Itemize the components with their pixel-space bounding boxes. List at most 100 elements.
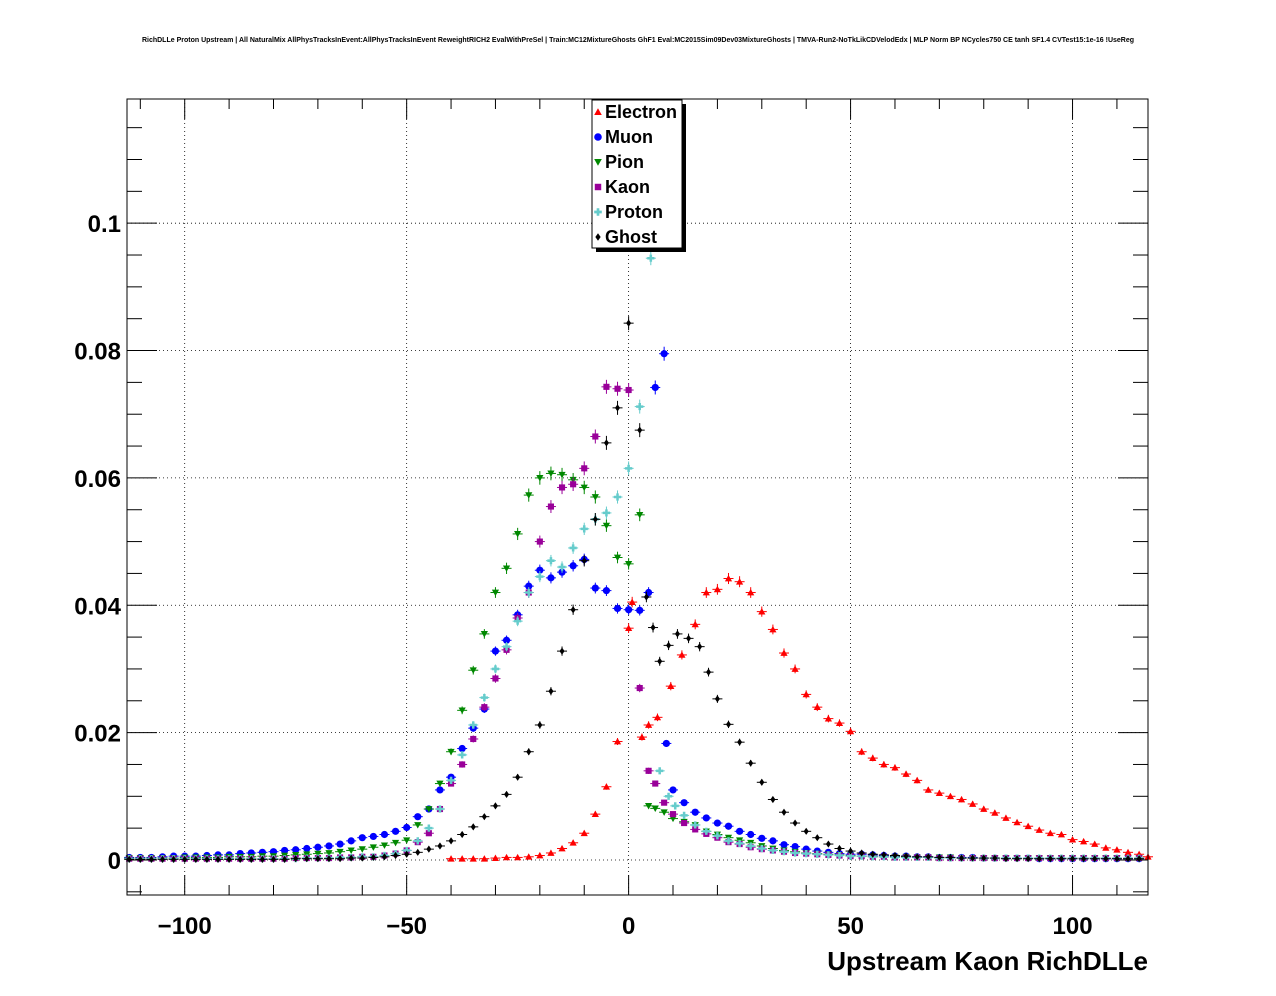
muon-point	[547, 574, 555, 582]
muon-point	[303, 844, 311, 853]
electron-point	[558, 844, 566, 852]
ghost-point	[603, 439, 609, 447]
ghost-point	[959, 854, 965, 862]
electron-point	[713, 585, 722, 593]
ghost-point	[626, 319, 632, 327]
proton-point	[802, 850, 810, 858]
electron-point	[1057, 830, 1066, 838]
kaon-point	[536, 538, 543, 545]
ghost-point	[947, 853, 953, 862]
ghost-point	[792, 819, 798, 827]
muon-point	[403, 823, 411, 832]
electron-point	[569, 839, 577, 846]
ghost-point	[859, 849, 865, 857]
ghost-point	[759, 778, 765, 786]
pion-point	[547, 470, 555, 478]
proton-point	[525, 588, 533, 597]
muon-point	[336, 840, 344, 848]
ghost-point	[1047, 855, 1053, 863]
proton-point	[469, 721, 477, 729]
kaon-point	[681, 819, 688, 827]
y-tick-label: 0.06	[74, 466, 121, 493]
proton-point	[514, 617, 522, 625]
ghost-point	[515, 773, 521, 781]
kaon-point	[570, 481, 577, 488]
ghost-point	[270, 855, 277, 863]
ghost-point	[914, 853, 920, 861]
ghost-point	[1003, 855, 1009, 863]
electron-point	[491, 854, 500, 861]
legend-marker-muon	[594, 133, 602, 141]
pion-point	[514, 531, 522, 538]
pion-point	[580, 484, 588, 492]
electron-point	[678, 651, 686, 658]
kaon-point	[669, 811, 677, 818]
series-ghost	[124, 316, 1145, 863]
electron-point	[638, 733, 646, 740]
electron-point	[547, 849, 555, 856]
electron-point	[602, 783, 611, 790]
proton-point	[835, 851, 844, 860]
ghost-point	[803, 827, 809, 835]
muon-point	[380, 830, 389, 839]
muon-point	[292, 846, 300, 854]
electron-point	[991, 809, 999, 816]
electron-point	[924, 786, 932, 793]
ghost-point	[737, 738, 743, 746]
ghost-point	[1092, 855, 1098, 863]
muon-point	[613, 604, 622, 613]
pion-point	[391, 839, 400, 847]
kaon-point	[614, 385, 621, 392]
electron-point	[1080, 837, 1088, 845]
electron-point	[514, 853, 522, 861]
electron-point	[1024, 822, 1032, 830]
ghost-point	[326, 855, 332, 863]
electron-point	[1102, 844, 1110, 851]
pion-point	[602, 522, 611, 530]
pion-point	[347, 847, 355, 855]
ghost-point	[448, 837, 454, 845]
proton-point	[791, 849, 799, 857]
proton-point	[680, 811, 688, 819]
proton-point	[846, 852, 855, 860]
proton-point	[780, 848, 788, 856]
electron-point	[1013, 818, 1021, 826]
muon-point	[591, 584, 599, 592]
electron-point	[702, 588, 710, 596]
proton-point	[625, 464, 633, 472]
pion-point	[491, 589, 500, 597]
x-tick-label: 50	[837, 913, 864, 940]
electron-point	[458, 855, 466, 862]
pion-point	[536, 475, 544, 482]
electron-point	[1091, 840, 1099, 847]
ghost-point	[892, 851, 898, 860]
kaon-point	[581, 465, 588, 472]
muon-point	[662, 739, 670, 748]
kaon-point	[661, 799, 668, 806]
ghost-point	[437, 842, 443, 850]
muon-point	[491, 647, 500, 655]
proton-point	[824, 851, 832, 859]
electron-point	[946, 792, 955, 800]
legend-marker-proton	[594, 208, 602, 216]
proton-point	[547, 557, 555, 565]
electron-point	[824, 715, 832, 722]
tick-labels: −100 −50 0 50 100 0 0.02 0.04 0.06 0.08 0.1	[74, 211, 1092, 940]
ghost-point	[581, 557, 587, 565]
electron-point	[902, 770, 910, 777]
legend-marker-kaon	[594, 183, 602, 191]
muon-point	[391, 827, 400, 835]
proton-point	[491, 665, 500, 673]
electron-point	[758, 608, 766, 615]
muon-point	[458, 744, 466, 753]
electron-point	[613, 737, 622, 745]
ghost-point	[1114, 855, 1120, 863]
muon-point	[780, 841, 788, 849]
electron-point	[813, 703, 821, 711]
electron-point	[1046, 829, 1054, 837]
kaon-point	[558, 484, 566, 491]
electron-point	[724, 574, 733, 582]
pion-point	[651, 805, 659, 812]
series-electron	[446, 572, 1153, 862]
